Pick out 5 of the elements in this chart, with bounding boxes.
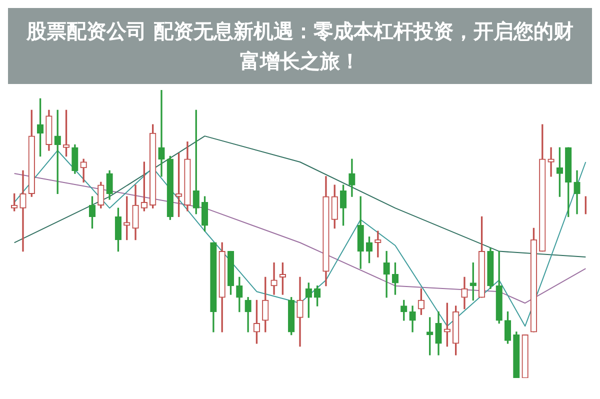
chart-title: 股票配资公司 配资无息新机遇：零成本杠杆投资，开启您的财富增长之旅！ [8,8,592,84]
candlestick [158,90,165,177]
candlestick [20,170,26,252]
candlestick [548,147,554,177]
candlestick [270,262,278,295]
